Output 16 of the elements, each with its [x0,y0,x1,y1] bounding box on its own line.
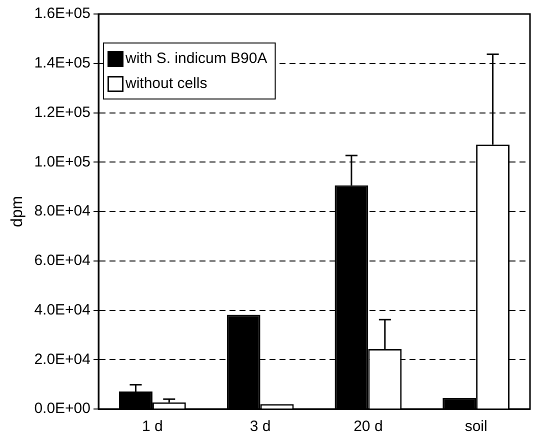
x-tick-label: soil [464,418,488,436]
y-tick-label: 1.0E+05 [34,153,90,170]
x-tick-label: 1 d [142,418,163,436]
y-tick-label: 6.0E+04 [34,252,90,270]
y-axis-title: dpm [9,196,26,228]
y-tick-label: 4.0E+04 [34,301,90,318]
x-tick-label: 3 d [250,418,271,436]
y-tick-label: 1.4E+05 [34,54,90,72]
y-tick-label: 2.0E+04 [34,350,90,368]
y-tick-label: 0.0E+00 [34,400,90,418]
y-tick-label: 8.0E+04 [34,202,90,220]
legend-label: with S. indicum B90A [124,50,268,68]
x-tick-label: 20 d [354,418,383,436]
y-tick-label: 1.2E+05 [34,104,90,121]
legend-label: without cells [124,75,208,92]
y-tick-label: 1.6E+05 [34,5,90,22]
